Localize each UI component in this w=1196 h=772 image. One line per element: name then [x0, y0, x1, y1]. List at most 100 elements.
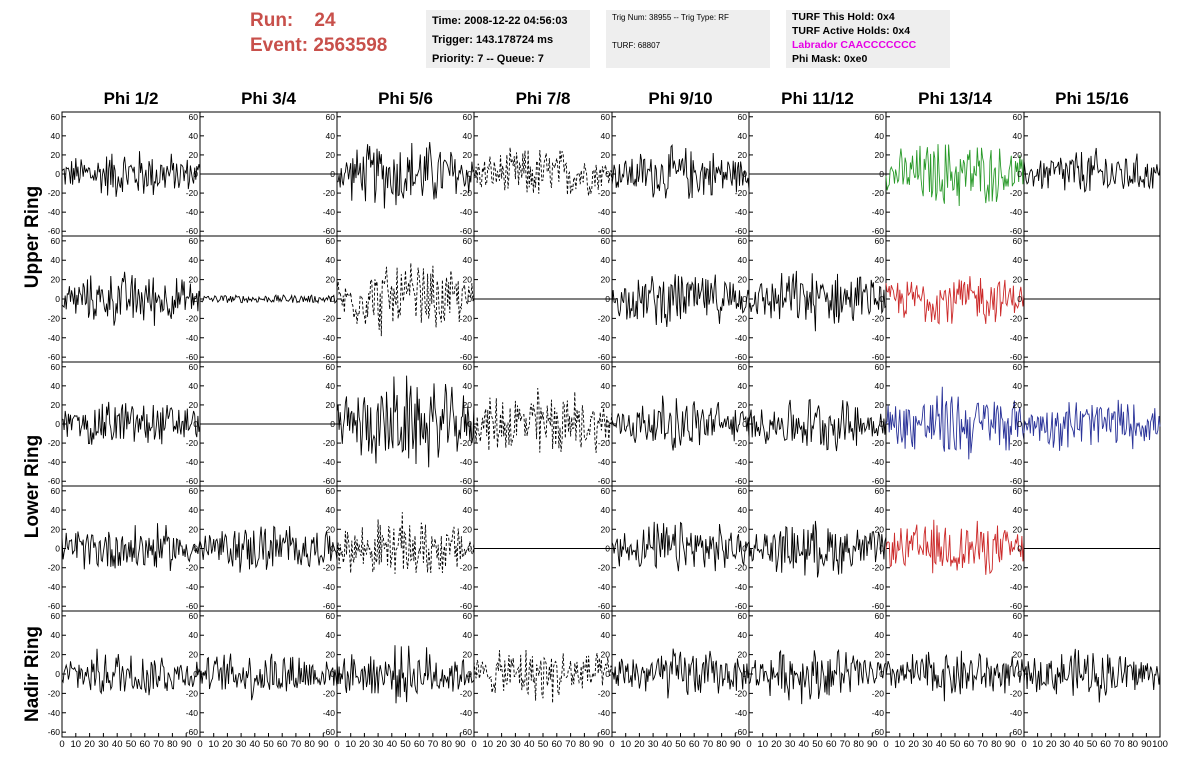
priority-text: Priority: 7 -- Queue: 7: [432, 53, 544, 65]
y-tick-label: 0: [1017, 169, 1022, 179]
y-tick-label: 20: [601, 400, 611, 410]
x-tick-label: 60: [689, 739, 700, 750]
active-holds-text: TURF Active Holds: 0x4: [792, 25, 911, 37]
y-tick-label: 0: [1017, 669, 1022, 679]
x-tick-label: 90: [1141, 739, 1152, 750]
y-tick-label: -60: [872, 601, 885, 611]
x-tick-label: 90: [318, 739, 329, 750]
y-tick-label: 0: [1017, 294, 1022, 304]
waveform-trace: [61, 648, 201, 696]
y-tick-label: 60: [189, 486, 199, 496]
waveform-trace: [748, 520, 887, 578]
y-tick-label: -60: [735, 727, 748, 737]
column-header: Phi 13/14: [918, 89, 992, 108]
x-tick-label: 90: [455, 739, 466, 750]
x-tick-label: 80: [716, 739, 727, 750]
y-tick-label: -60: [1010, 476, 1023, 486]
y-tick-label: 20: [463, 275, 473, 285]
y-tick-label: -40: [186, 207, 199, 217]
x-tick-label: 50: [400, 739, 411, 750]
y-tick-label: -20: [460, 438, 473, 448]
this-hold-text: TURF This Hold: 0x4: [792, 11, 895, 23]
run-label: Run:: [250, 10, 294, 31]
y-tick-label: -60: [1010, 601, 1023, 611]
x-tick-label: 10: [71, 739, 82, 750]
cell-frame: [748, 485, 887, 612]
y-tick-label: 40: [601, 255, 611, 265]
y-tick-label: 20: [875, 524, 885, 534]
y-tick-label: 60: [463, 236, 473, 246]
waveform-trace: [1023, 648, 1161, 703]
y-tick-label: -20: [872, 313, 885, 323]
y-tick-label: 0: [330, 169, 335, 179]
y-tick-label: -40: [48, 457, 61, 467]
x-tick-label: 10: [208, 739, 219, 750]
y-tick-label: 20: [189, 150, 199, 160]
y-tick-label: -60: [872, 476, 885, 486]
waveform-trace: [611, 395, 750, 451]
y-tick-label: -60: [598, 601, 611, 611]
y-tick-label: 0: [742, 169, 747, 179]
y-tick-label: 60: [51, 486, 61, 496]
y-tick-label: 60: [1013, 362, 1023, 372]
y-tick-label: 60: [326, 362, 336, 372]
y-tick-label: 60: [463, 112, 473, 122]
y-tick-label: 20: [463, 400, 473, 410]
y-tick-label: -20: [872, 563, 885, 573]
x-tick-label: 80: [1128, 739, 1139, 750]
y-tick-label: 60: [51, 611, 61, 621]
y-tick-label: 40: [51, 381, 61, 391]
trig-info-box: Trig Num: 38955 -- Trig Type: RF TURF: 6…: [606, 10, 770, 68]
y-tick-label: 20: [1013, 150, 1023, 160]
x-tick-label: 0: [471, 739, 476, 750]
y-tick-label: 20: [463, 150, 473, 160]
y-tick-label: -40: [48, 207, 61, 217]
y-tick-label: 40: [51, 630, 61, 640]
x-tick-label: 50: [538, 739, 549, 750]
waveform-trace: [748, 270, 887, 332]
waveform-trace: [61, 401, 201, 445]
waveform-trace: [473, 649, 613, 704]
x-tick-label: 20: [359, 739, 370, 750]
waveform-trace: [473, 388, 613, 453]
y-tick-label: -20: [598, 438, 611, 448]
y-tick-label: -60: [186, 226, 199, 236]
trigger-text: Trigger: 143.178724 ms: [432, 34, 554, 46]
y-tick-label: -20: [735, 688, 748, 698]
y-tick-label: -40: [460, 333, 473, 343]
y-tick-label: -40: [460, 582, 473, 592]
column-header: Phi 15/16: [1055, 89, 1129, 108]
y-tick-label: 0: [742, 294, 747, 304]
y-tick-label: -60: [735, 601, 748, 611]
y-tick-label: -20: [186, 313, 199, 323]
y-tick-label: 40: [875, 131, 885, 141]
y-tick-label: -60: [598, 727, 611, 737]
y-tick-label: -40: [48, 708, 61, 718]
y-tick-label: -40: [735, 333, 748, 343]
y-tick-label: -60: [735, 226, 748, 236]
y-tick-label: 40: [738, 255, 748, 265]
waveform-trace: [199, 293, 338, 304]
y-tick-label: -40: [323, 207, 336, 217]
y-tick-label: 40: [463, 505, 473, 515]
x-tick-label: 30: [98, 739, 109, 750]
waveform-trace: [473, 147, 613, 196]
y-tick-label: 0: [879, 169, 884, 179]
waveform-trace: [336, 375, 475, 468]
event-label: Event:: [250, 35, 309, 56]
y-tick-label: 40: [189, 255, 199, 265]
y-tick-label: -20: [323, 188, 336, 198]
x-tick-label: 90: [867, 739, 878, 750]
y-tick-label: -20: [598, 688, 611, 698]
y-tick-label: -60: [598, 476, 611, 486]
waveform-trace: [1023, 399, 1161, 451]
x-tick-label: 100: [1152, 739, 1168, 750]
y-tick-label: 60: [875, 611, 885, 621]
y-tick-label: -40: [598, 457, 611, 467]
y-tick-label: 20: [463, 524, 473, 534]
y-tick-label: 40: [326, 630, 336, 640]
y-tick-label: 0: [467, 294, 472, 304]
y-tick-label: -20: [460, 188, 473, 198]
column-header: Phi 5/6: [378, 89, 433, 108]
y-tick-label: -20: [186, 438, 199, 448]
